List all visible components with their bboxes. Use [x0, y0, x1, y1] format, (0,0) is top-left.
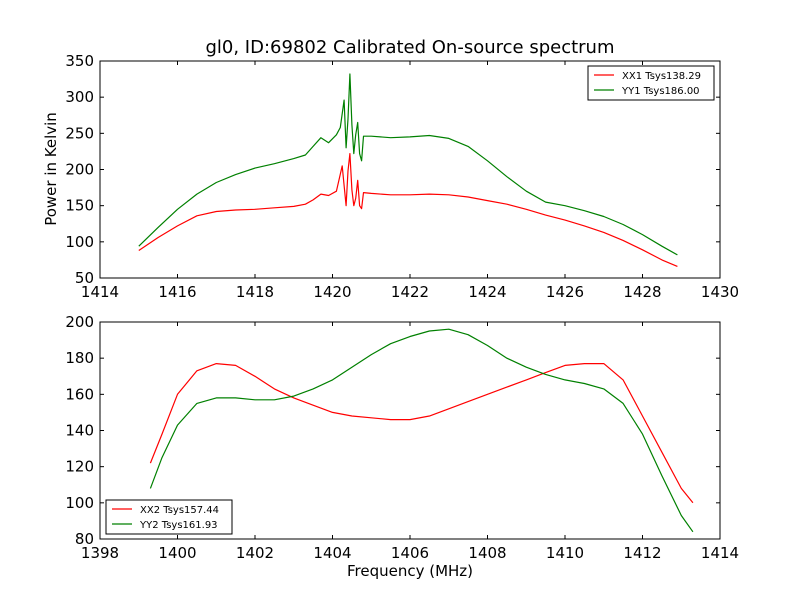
y-tick-label: 300	[65, 88, 94, 106]
x-tick-label: 1414	[701, 544, 739, 562]
x-tick-label: 1416	[158, 283, 196, 301]
y-axis-label: Power in Kelvin	[42, 112, 60, 226]
y-tick-label: 100	[65, 494, 94, 512]
legend-box	[105, 499, 233, 535]
x-tick-label: 1422	[391, 283, 429, 301]
y-tick-label: 250	[65, 124, 94, 142]
x-tick-label: 1418	[236, 283, 274, 301]
x-tick-label: 1412	[623, 544, 661, 562]
x-tick-label: 1420	[313, 283, 351, 301]
y-tick-label: 200	[65, 313, 94, 331]
legend-label: YY1 Tsys186.00	[621, 86, 700, 97]
legend-label: XX1 Tsys138.29	[622, 71, 701, 82]
y-tick-label: 50	[75, 269, 94, 287]
x-tick-label: 1402	[236, 544, 274, 562]
x-tick-label: 1410	[546, 544, 584, 562]
x-tick-label: 1424	[468, 283, 506, 301]
y-tick-label: 180	[65, 349, 94, 367]
top-spectrum-panel: 1414 1416 1418 1420 1422 1424 1426 1428 1430 50 10…	[65, 52, 739, 301]
legend-box	[587, 65, 715, 101]
legend: XX2 Tsys157.44 YY2 Tsys161.93	[105, 499, 233, 535]
legend: XX1 Tsys138.29 YY1 Tsys186.00	[587, 65, 715, 101]
y-tick-label: 100	[65, 233, 94, 251]
x-tick-label: 1404	[313, 544, 351, 562]
x-tick-label: 1414	[81, 283, 119, 301]
legend-label: YY2 Tsys161.93	[139, 520, 218, 531]
y-tick-label: 140	[65, 422, 94, 440]
y-tick-label: 80	[75, 530, 94, 548]
x-tick-label: 1406	[391, 544, 429, 562]
series-line-xx1	[138, 153, 678, 267]
x-tick-label: 1400	[158, 544, 196, 562]
x-tick-label: 1430	[701, 283, 739, 301]
series-line-yy1	[138, 73, 678, 256]
x-tick-label: 1398	[81, 544, 119, 562]
series-line-yy2	[149, 328, 694, 533]
x-tick-label: 1428	[623, 283, 661, 301]
bottom-spectrum-panel: 1398 1400 1402 1404 1406 1408 1410 1412 1414 80 10…	[65, 313, 739, 562]
figure-title: gl0, ID:69802 Calibrated On-source spect…	[205, 37, 614, 58]
y-tick-label: 200	[65, 161, 94, 179]
y-tick-label: 120	[65, 458, 94, 476]
y-tick-label: 160	[65, 385, 94, 403]
x-tick-label: 1426	[546, 283, 584, 301]
x-tick-label: 1408	[468, 544, 506, 562]
series-line-xx2	[149, 363, 694, 504]
y-tick-label: 350	[65, 52, 94, 70]
y-tick-label: 150	[65, 197, 94, 215]
legend-label: XX2 Tsys157.44	[140, 505, 219, 516]
x-axis-label: Frequency (MHz)	[347, 562, 473, 580]
